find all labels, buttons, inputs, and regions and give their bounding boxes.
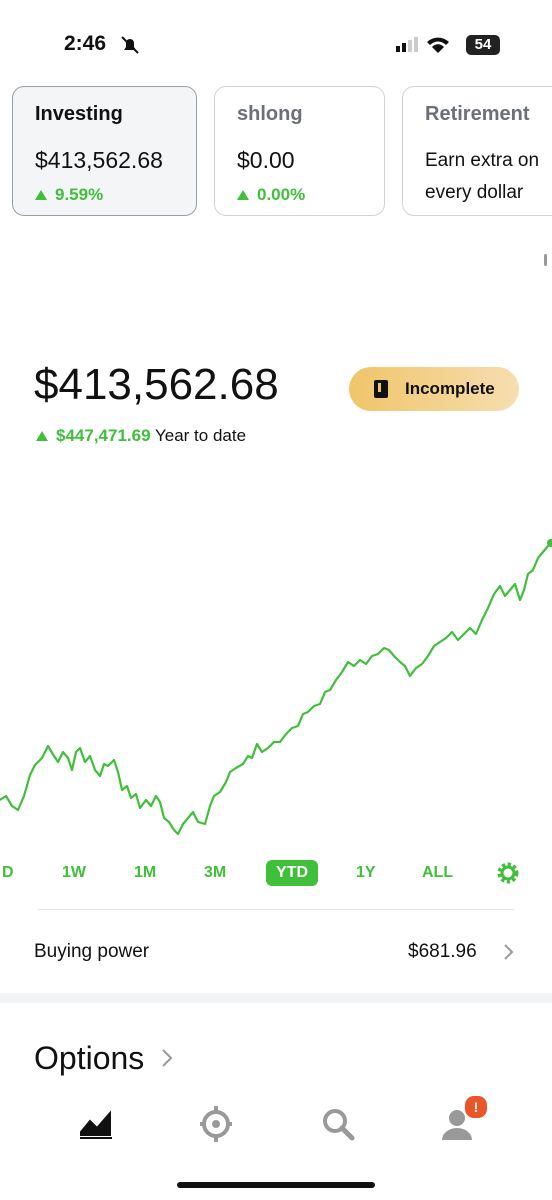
range-button[interactable]: 3M [204,864,227,881]
buying-power-label[interactable]: Buying power [34,941,150,962]
account-card[interactable]: shlong $0.00 0.00% [214,86,385,216]
section-title[interactable]: Options [34,1040,145,1076]
account-name: Investing [35,103,123,125]
battery: 54 [466,35,500,55]
account-card[interactable]: Retirement Earn extra on every dollar [402,86,552,216]
status-time: 2:46 [64,32,107,55]
account-value: $413,562.68 [35,147,163,173]
account-name: Retirement [425,103,530,125]
up-arrow [237,190,249,200]
notification-badge: ! [463,1094,489,1120]
range-button[interactable]: D [2,864,14,881]
signal-wifi [396,37,449,53]
scroll-indicator [544,254,547,266]
account-change: 9.59% [35,185,103,205]
portfolio-line-chart [0,539,552,836]
settings-icon[interactable] [496,861,520,885]
incomplete-button[interactable]: Incomplete [349,367,519,411]
account-description: Earn extra on every dollar [425,150,540,203]
up-arrow [36,431,48,441]
chevron [504,944,514,960]
gain-value: $447,471.69 [56,426,151,445]
portfolio-gain: $447,471.69 Year to date [36,426,246,446]
range-button[interactable]: 1W [62,864,86,881]
home-indicator [177,1182,375,1188]
gain-period: Year to date [154,426,247,445]
mute-icon [121,36,139,54]
range-button[interactable]: 1Y [356,864,376,881]
nav-account[interactable] [440,1108,474,1140]
portfolio-line [0,541,552,836]
account-change: 0.00% [237,185,305,205]
change-text: 9.59% [55,185,104,204]
range-button[interactable]: 1M [134,864,157,881]
divider [38,909,514,910]
change-text: 0.00% [257,185,306,204]
account-name: shlong [237,103,303,125]
nav-crypto[interactable] [198,1104,234,1144]
nav-search[interactable] [320,1106,356,1142]
buying-power-value[interactable]: $681.96 [408,941,477,962]
chevron [162,1049,173,1067]
account-value: $0.00 [237,147,295,173]
account-card[interactable]: Investing $413,562.68 9.59% [12,86,197,216]
badge-icon [374,380,388,398]
section-separator [0,993,552,1003]
range-button[interactable]: YTD [266,860,318,886]
badge-text: Incomplete [405,379,495,398]
current-dot [547,539,552,547]
up-arrow [35,190,47,200]
range-button[interactable]: ALL [422,864,454,881]
nav-investing[interactable] [78,1106,114,1140]
portfolio-value: $413,562.68 [34,360,279,409]
